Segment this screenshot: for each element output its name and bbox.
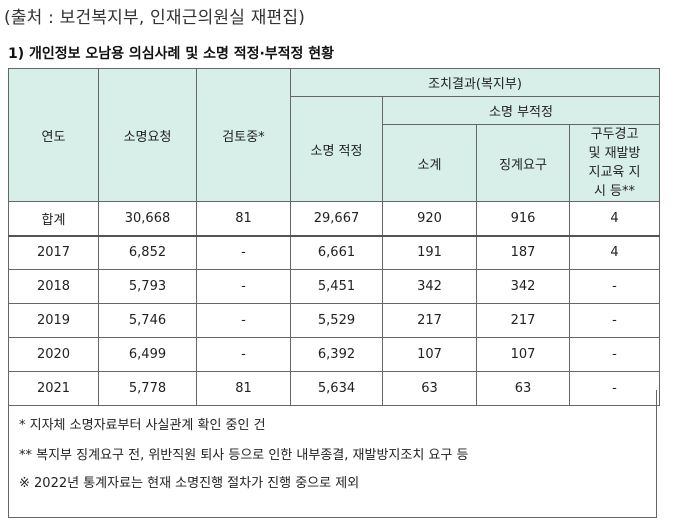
cell-adequate: 5,529 bbox=[290, 303, 383, 338]
cell-request: 6,852 bbox=[98, 234, 197, 270]
cell-discipline: 342 bbox=[476, 269, 570, 304]
cell-request: 5,746 bbox=[98, 303, 197, 338]
cell-warning: 4 bbox=[569, 201, 660, 236]
cell-year: 2020 bbox=[8, 337, 99, 372]
cell-request: 5,793 bbox=[98, 269, 197, 304]
cell-subtotal: 191 bbox=[382, 234, 477, 270]
header-result-group: 조치결과(복지부) bbox=[290, 68, 660, 97]
table-row: 2020 6,499 - 6,392 107 107 - bbox=[8, 337, 660, 372]
cell-discipline: 916 bbox=[476, 201, 570, 236]
notes-box: * 지자체 소명자료부터 사실관계 확인 중인 건 ** 복지부 징계요구 전,… bbox=[8, 390, 657, 518]
table-row: 2017 6,852 - 6,661 191 187 4 bbox=[8, 234, 660, 270]
header-subtotal: 소계 bbox=[382, 124, 477, 202]
header-year: 연도 bbox=[8, 68, 99, 202]
cell-year: 2019 bbox=[8, 303, 99, 338]
header-request: 소명요청 bbox=[98, 68, 197, 202]
cell-review: 81 bbox=[196, 201, 291, 236]
cell-warning: - bbox=[569, 269, 660, 304]
note-review: * 지자체 소명자료부터 사실관계 확인 중인 건 bbox=[19, 418, 266, 433]
cell-year: 2017 bbox=[8, 234, 99, 270]
cell-review: - bbox=[196, 234, 291, 270]
cell-request: 5,778 bbox=[98, 371, 197, 406]
cell-review: - bbox=[196, 303, 291, 338]
cell-warning: 4 bbox=[569, 234, 660, 270]
cell-discipline: 107 bbox=[476, 337, 570, 372]
cell-request: 30,668 bbox=[98, 201, 197, 236]
cell-request: 6,499 bbox=[98, 337, 197, 372]
header-adequate: 소명 적정 bbox=[290, 96, 383, 202]
table-row: 2019 5,746 - 5,529 217 217 - bbox=[8, 303, 660, 338]
header-inadequate-group: 소명 부적정 bbox=[382, 96, 660, 125]
cell-subtotal: 217 bbox=[382, 303, 477, 338]
table-row: 2018 5,793 - 5,451 342 342 - bbox=[8, 269, 660, 304]
cell-year: 2021 bbox=[8, 371, 99, 406]
cell-review: - bbox=[196, 337, 291, 372]
cell-year: 합계 bbox=[8, 201, 99, 236]
cell-review: - bbox=[196, 269, 291, 304]
header-review: 검토중* bbox=[196, 68, 291, 202]
table-row: 2021 5,778 81 5,634 63 63 - bbox=[8, 371, 660, 406]
cell-subtotal: 342 bbox=[382, 269, 477, 304]
stats-table: 연도 소명요청 검토중* 조치결과(복지부) 소명 적정 소명 부적정 소계 징… bbox=[8, 68, 660, 406]
header-warning: 구두경고 및 재발방지교육 지시 등** bbox=[569, 124, 660, 202]
cell-warning: - bbox=[569, 303, 660, 338]
table-row-total: 합계 30,668 81 29,667 920 916 4 bbox=[8, 201, 660, 236]
cell-subtotal: 920 bbox=[382, 201, 477, 236]
cell-warning: - bbox=[569, 337, 660, 372]
note-exclusion: ※ 2022년 통계자료는 현재 소명진행 절차가 진행 중으로 제외 bbox=[19, 476, 360, 491]
cell-adequate: 5,451 bbox=[290, 269, 383, 304]
cell-subtotal: 107 bbox=[382, 337, 477, 372]
cell-warning: - bbox=[569, 371, 660, 406]
cell-adequate: 6,661 bbox=[290, 234, 383, 270]
cell-year: 2018 bbox=[8, 269, 99, 304]
source-caption: (출처 : 보건복지부, 인재근의원실 재편집) bbox=[4, 8, 306, 28]
cell-adequate: 29,667 bbox=[290, 201, 383, 236]
note-warning: ** 복지부 징계요구 전, 위반직원 퇴사 등으로 인한 내부종결, 재발방지… bbox=[19, 448, 469, 463]
cell-discipline: 217 bbox=[476, 303, 570, 338]
header-discipline: 징계요구 bbox=[476, 124, 570, 202]
section-heading: 1) 개인정보 오남용 의심사례 및 소명 적정·부적정 현황 bbox=[8, 46, 335, 62]
cell-adequate: 5,634 bbox=[290, 371, 383, 406]
cell-adequate: 6,392 bbox=[290, 337, 383, 372]
cell-discipline: 187 bbox=[476, 234, 570, 270]
